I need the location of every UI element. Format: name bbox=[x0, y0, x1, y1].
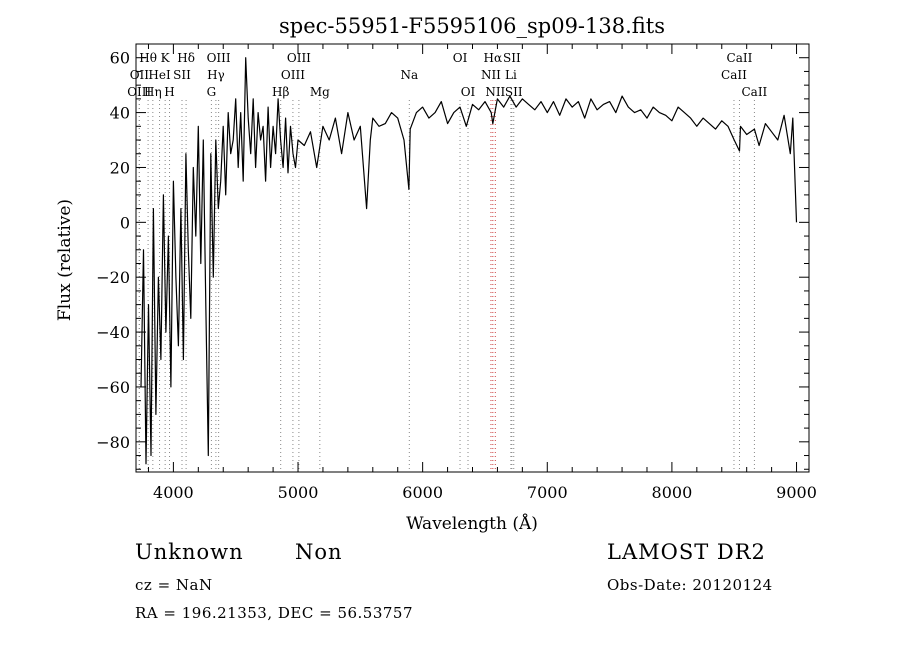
line-label-9: OIII bbox=[207, 51, 231, 65]
subclass-label: Non bbox=[295, 540, 343, 564]
line-label-21: NII bbox=[481, 68, 501, 82]
y-tick-label-6: 40 bbox=[110, 104, 130, 123]
coords-text: RA = 196.21353, DEC = 56.53757 bbox=[135, 604, 414, 622]
line-label-27: CaII bbox=[741, 85, 767, 99]
plot-frame bbox=[135, 43, 810, 473]
y-tick-label-1: −60 bbox=[96, 378, 130, 397]
line-label-26: CaII bbox=[721, 68, 747, 82]
survey-label: LAMOST DR2 bbox=[607, 540, 766, 564]
cz-text: cz = NaN bbox=[135, 576, 213, 594]
line-label-0: Hθ bbox=[139, 51, 157, 65]
axes: 4000 5000 6000 7000 8000 9000 −80 −60 −40 −20 0 20 4… bbox=[96, 44, 817, 502]
line-label-10: Hγ bbox=[207, 68, 225, 82]
line-label-17: OI bbox=[453, 51, 468, 65]
x-tick-label-1: 5000 bbox=[278, 483, 319, 502]
spectrum-line bbox=[140, 57, 798, 465]
y-tick-label-0: −80 bbox=[96, 433, 130, 452]
line-label-15: Mg bbox=[310, 85, 330, 99]
line-label-16: Na bbox=[400, 68, 418, 82]
x-tick-label-2: 6000 bbox=[402, 483, 443, 502]
x-tick-label-5: 9000 bbox=[776, 483, 817, 502]
class-label: Unknown bbox=[135, 540, 244, 564]
line-label-14: Hβ bbox=[272, 85, 289, 99]
line-label-22: Li bbox=[505, 68, 517, 82]
y-tick-label-2: −40 bbox=[96, 323, 130, 342]
y-tick-label-5: 20 bbox=[110, 158, 130, 177]
line-label-18: OI bbox=[461, 85, 476, 99]
line-label-2: OIII bbox=[127, 85, 151, 99]
y-tick-label-3: −20 bbox=[96, 268, 130, 287]
line-label-20: SII bbox=[503, 51, 521, 65]
line-label-4: HeI bbox=[148, 68, 171, 82]
line-label-13: OIII bbox=[281, 68, 305, 82]
line-label-3: K bbox=[161, 51, 171, 65]
y-tick-label-7: 60 bbox=[110, 49, 130, 68]
emission-line-markers bbox=[138, 100, 755, 472]
line-label-6: SII bbox=[173, 68, 191, 82]
y-axis-label: Flux (relative) bbox=[55, 199, 75, 321]
line-labels: Hθ OII OIII K HeI Hη SII H Hδ OIII Hγ G OIII OIII Hβ Mg… bbox=[127, 51, 767, 99]
spectrum-series bbox=[140, 57, 798, 465]
chart-title: spec-55951-F5595106_sp09-138.fits bbox=[279, 14, 665, 38]
obs-date-text: Obs-Date: 20120124 bbox=[607, 576, 773, 594]
line-label-12: OIII bbox=[287, 51, 311, 65]
x-tick-label-3: 7000 bbox=[527, 483, 568, 502]
line-label-24: SII bbox=[505, 85, 523, 99]
x-tick-label-4: 8000 bbox=[652, 483, 693, 502]
line-label-7: H bbox=[164, 85, 174, 99]
line-label-5: Hη bbox=[144, 85, 162, 99]
line-label-11: G bbox=[207, 85, 217, 99]
y-tick-label-4: 0 bbox=[120, 213, 130, 232]
line-label-1: OII bbox=[130, 68, 150, 82]
line-label-8: Hδ bbox=[177, 51, 195, 65]
x-axis-label: Wavelength (Å) bbox=[406, 513, 538, 534]
line-label-19: Hα bbox=[484, 51, 503, 65]
x-tick-label-0: 4000 bbox=[153, 483, 194, 502]
line-label-25: CaII bbox=[727, 51, 753, 65]
line-label-23: NII bbox=[485, 85, 505, 99]
